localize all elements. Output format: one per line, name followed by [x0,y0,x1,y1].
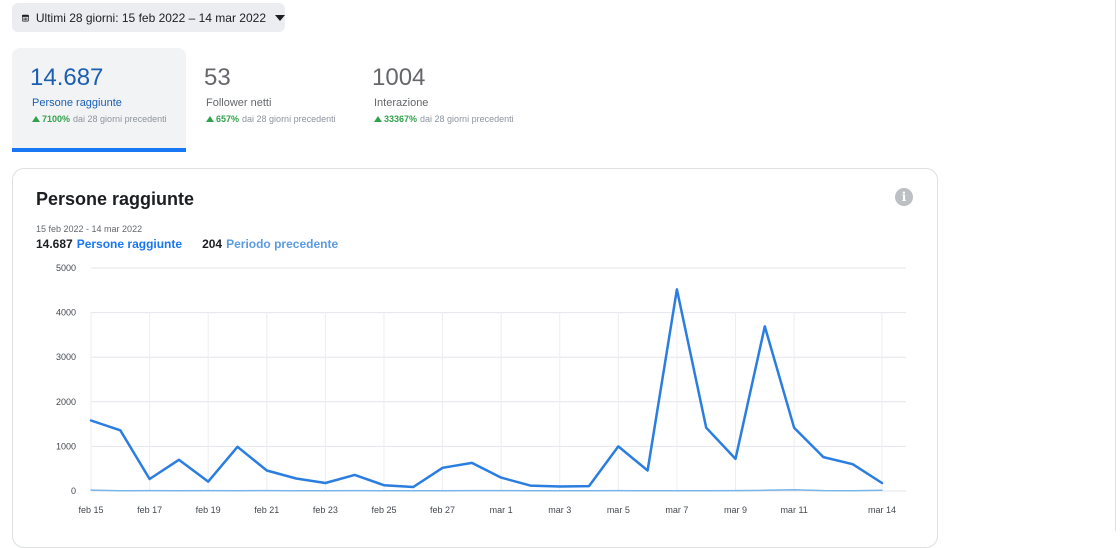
x-tick-label: feb 23 [313,505,338,515]
date-range-dropdown[interactable]: Ultimi 28 giorni: 15 feb 2022 – 14 mar 2… [12,3,285,32]
x-tick-label: mar 9 [724,505,747,515]
x-tick-label: mar 14 [868,505,896,515]
page-divider [1115,0,1116,531]
metric-compare-text: dai 28 giorni precedenti [420,114,514,124]
legend-current-label[interactable]: Persone raggiunte [76,237,183,251]
legend-previous-value: 204 [202,237,223,251]
x-tick-label: mar 7 [665,505,688,515]
arrow-up-icon [32,116,40,122]
x-tick-label: mar 5 [607,505,630,515]
chart-legend: 14.687 Persone raggiunte 204 Periodo pre… [36,237,338,251]
y-tick-label: 4000 [56,308,76,318]
arrow-up-icon [374,116,382,122]
series-line-periodo-precedente [90,488,883,492]
x-tick-label: feb 15 [78,505,103,515]
metric-change: 33367% dai 28 giorni precedenti [374,114,514,124]
y-tick-label: 5000 [56,263,76,273]
metric-change-percent: 33367% [384,114,418,124]
x-tick-label: feb 17 [137,505,162,515]
metric-value: 14.687 [30,64,104,91]
tab-persone-raggiunte[interactable]: 14.687 Persone raggiunte 7100% dai 28 gi… [12,48,186,152]
x-tick-label: mar 11 [780,505,807,515]
metric-label: Persone raggiunte [32,97,122,109]
x-tick-label: feb 21 [254,505,279,515]
metric-label: Follower netti [206,97,272,109]
metric-change-percent: 7100% [42,114,71,124]
chart-card: Persone raggiunte i 15 feb 2022 - 14 mar… [12,168,938,548]
metric-value: 1004 [372,64,426,91]
y-tick-label: 1000 [56,441,76,451]
chart-title: Persone raggiunte [36,189,195,209]
x-tick-label: feb 25 [371,505,396,515]
metric-label: Interazione [374,97,429,109]
tab-interazione[interactable]: 1004 Interazione 33367% dai 28 giorni pr… [354,48,534,152]
legend-current-value: 14.687 [36,237,73,251]
metric-value: 53 [204,64,231,91]
metric-compare-text: dai 28 giorni precedenti [242,114,336,124]
calendar-icon [22,14,29,21]
legend-previous-label[interactable]: Periodo precedente [226,237,339,251]
info-icon[interactable]: i [895,188,913,206]
metric-change-percent: 657% [216,114,240,124]
metric-change: 657% dai 28 giorni precedenti [206,114,336,124]
metric-compare-text: dai 28 giorni precedenti [73,114,167,124]
metric-change: 7100% dai 28 giorni precedenti [32,114,167,124]
x-tick-label: mar 1 [490,505,513,515]
tab-follower-netti[interactable]: 53 Follower netti 657% dai 28 giorni pre… [186,48,352,152]
active-tab-indicator [12,148,186,152]
x-tick-label: feb 27 [430,505,455,515]
chevron-down-icon [275,14,285,21]
x-tick-label: mar 3 [548,505,571,515]
chart-date-range: 15 feb 2022 - 14 mar 2022 [36,224,143,234]
date-range-label: Ultimi 28 giorni: 15 feb 2022 – 14 mar 2… [35,10,266,25]
series-line-persone-raggiunte [89,288,884,489]
line-chart: 0 1000 2000 3000 4000 5000 feb 15 feb 17 feb 19 f… [56,263,906,515]
y-tick-label: 0 [71,486,76,496]
y-tick-label: 3000 [56,352,76,362]
y-tick-label: 2000 [56,397,76,407]
x-tick-label: feb 19 [196,505,221,515]
arrow-up-icon [206,116,214,122]
